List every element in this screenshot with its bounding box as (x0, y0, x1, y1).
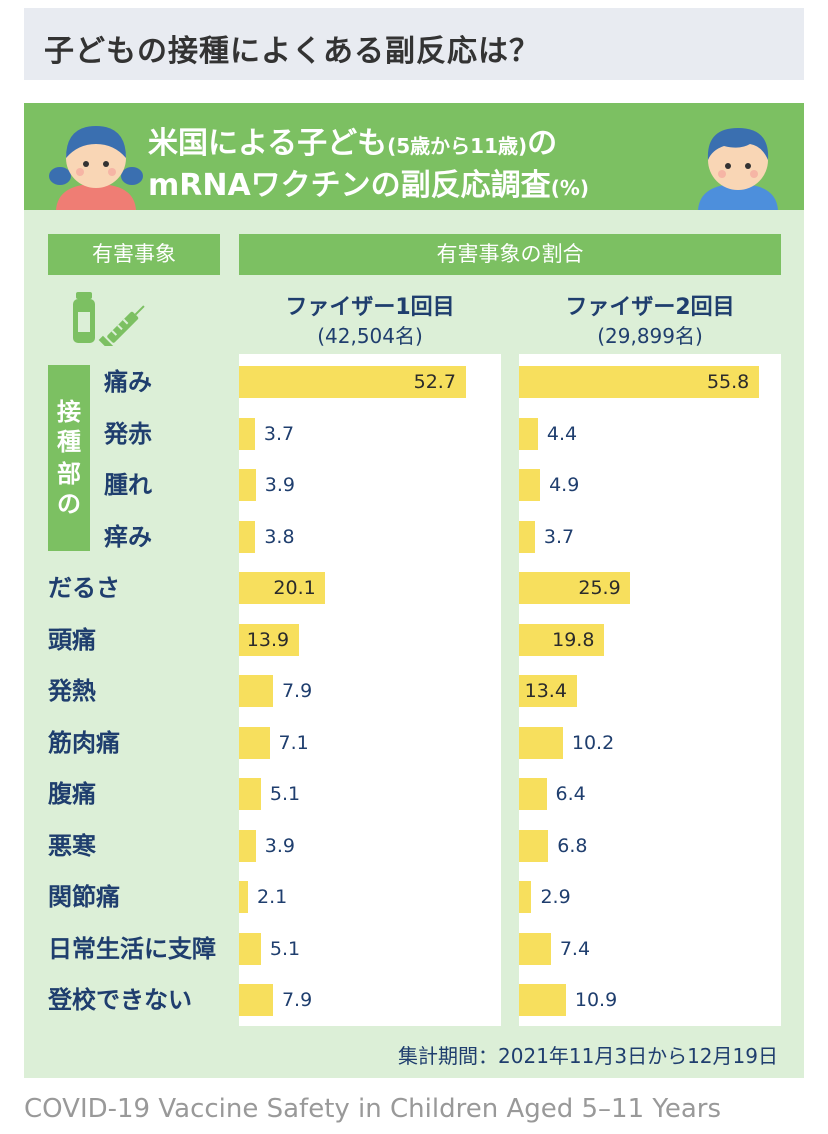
bar-series2 (519, 675, 577, 707)
category-label: 発熱 (48, 677, 96, 705)
data-label: 5.1 (269, 937, 301, 960)
group-label-char: 種 (57, 428, 81, 456)
events-header: 有害事象 (48, 234, 220, 275)
bar-series1 (239, 417, 255, 450)
data-label: 4.9 (549, 474, 580, 496)
data-label: 3.9 (264, 474, 295, 496)
category-label: 悪寒 (48, 831, 96, 860)
series2-name: ファイザー2回目 (565, 295, 735, 320)
ratio-header: 有害事象の割合 (239, 234, 781, 275)
data-label: 52.7 (413, 371, 456, 393)
injection-site-group-label (48, 365, 90, 551)
series2-n: (29,899名) (597, 324, 703, 348)
data-label: 4.4 (546, 422, 578, 445)
title-line1-small: (5歳から11歳) (387, 134, 528, 158)
category-label: 痛み (104, 368, 152, 396)
data-label: 3.7 (543, 525, 575, 548)
category-label: 痒み (104, 522, 152, 551)
survey-period: 集計期間：2021年11月3日から12月19日 (398, 1044, 778, 1068)
data-label: 7.4 (559, 937, 591, 960)
bar-series1 (239, 932, 261, 965)
bar-series2 (519, 572, 631, 604)
chart-title-line2: mRNAワクチンの副反応調査(%) (148, 160, 589, 204)
data-label: 10.9 (574, 989, 618, 1011)
group-label-char: 接 (57, 398, 81, 426)
bar-series1 (239, 520, 256, 553)
bar-series2 (519, 469, 541, 501)
vaccine-icon (73, 292, 145, 346)
bar-series1 (239, 623, 299, 656)
data-label: 20.1 (273, 577, 316, 599)
chart-header (24, 103, 804, 210)
bar-series1 (239, 572, 326, 604)
top-banner: 子どもの接種によくある副反応は？ (24, 8, 804, 80)
bar-series2 (519, 881, 532, 913)
girl-illustration (49, 126, 143, 210)
bar-series2 (519, 984, 566, 1016)
bar-series1 (239, 469, 256, 501)
data-label: 13.4 (524, 680, 567, 702)
series1-name: ファイザー1回目 (285, 295, 455, 320)
bar-series1 (239, 778, 261, 810)
bar-series2 (519, 366, 759, 398)
data-label: 6.8 (557, 834, 588, 857)
title-line1-tail: の (527, 126, 558, 161)
category-label: 登校できない (48, 986, 192, 1014)
data-label: 5.1 (269, 783, 301, 805)
category-label: 関節痛 (48, 883, 120, 911)
boy-illustration (698, 128, 778, 210)
bar-series1 (239, 726, 270, 759)
source-note: COVID-19 Vaccine Safety in Children Aged… (24, 1094, 721, 1124)
category-label: 腫れ (104, 471, 152, 499)
bar-series2 (519, 829, 549, 862)
bar-series2 (519, 778, 547, 810)
group-label-char: の (57, 490, 81, 518)
title-line2-main: mRNAワクチンの副反応調査 (148, 168, 551, 203)
title-line2-small: (%) (550, 176, 590, 200)
category-label: 日常生活に支障 (48, 934, 216, 963)
series1-plot-area (239, 354, 501, 1026)
category-label: 筋肉痛 (48, 728, 120, 757)
category-label: 発赤 (104, 419, 152, 448)
data-label: 25.9 (578, 577, 621, 599)
data-label: 19.8 (552, 628, 595, 651)
bar-series2 (519, 932, 551, 965)
category-label: だるさ (48, 574, 120, 602)
data-label: 7.9 (281, 680, 313, 702)
data-label: 6.4 (555, 783, 586, 805)
data-label: 3.8 (264, 525, 295, 548)
bar-series1 (239, 829, 256, 862)
group-label-char: 部 (57, 460, 81, 488)
data-label: 13.9 (246, 628, 290, 651)
data-label: 7.9 (281, 989, 313, 1011)
category-label: 頭痛 (48, 625, 96, 654)
chart-title-line1: 米国による子ども(5歳から11歳)の (148, 118, 557, 162)
bar-series1 (239, 675, 273, 707)
series1-n: (42,504名) (317, 324, 423, 348)
bar-series2 (519, 726, 563, 759)
data-label: 55.8 (706, 371, 750, 393)
data-label: 2.1 (257, 886, 288, 908)
data-label: 3.9 (264, 834, 295, 857)
bar-series2 (519, 623, 605, 656)
data-label: 2.9 (540, 886, 571, 908)
data-label: 3.7 (263, 422, 295, 445)
category-label: 腹痛 (48, 780, 96, 808)
title-line1-main: 米国による子ども (148, 126, 388, 161)
bar-series2 (519, 417, 538, 450)
data-label: 10.2 (571, 731, 615, 754)
bar-series1 (239, 984, 273, 1016)
banner-title: 子どもの接種によくある副反応は？ (44, 34, 540, 69)
bar-series1 (239, 366, 466, 398)
bar-series1 (239, 881, 249, 913)
bar-series2 (519, 520, 535, 553)
data-label: 7.1 (278, 731, 309, 754)
